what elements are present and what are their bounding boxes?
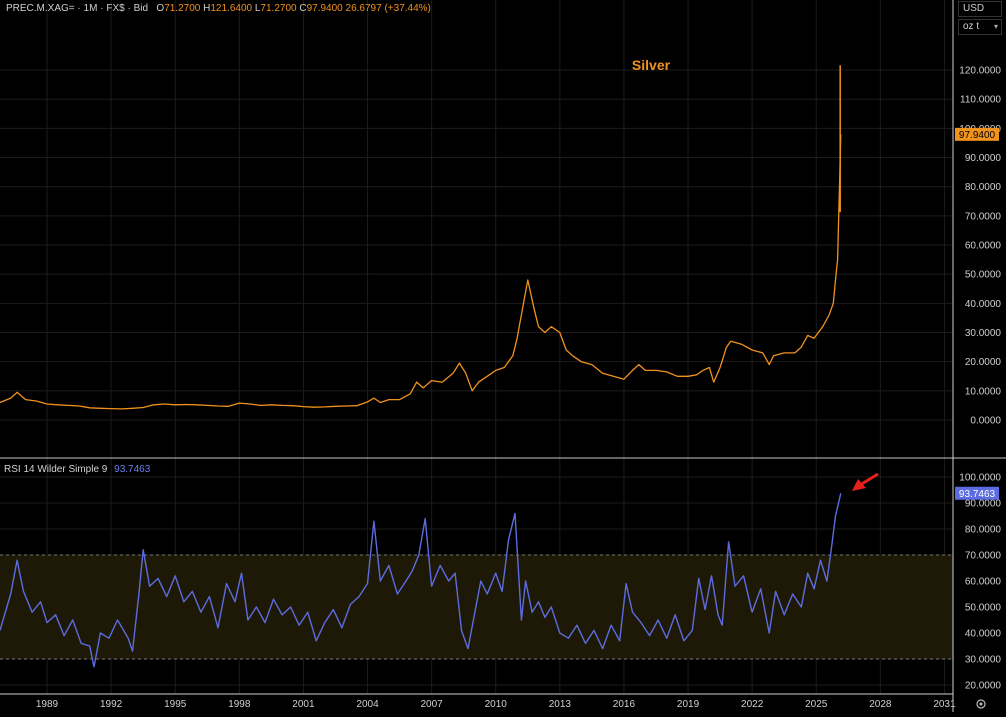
rsi-tick-label: 40.0000: [965, 629, 1002, 640]
rsi-tick-label: 30.0000: [965, 655, 1002, 666]
rsi-tick-label: 70.0000: [965, 551, 1002, 562]
indicator-header[interactable]: RSI 14 Wilder Simple 9 93.7463: [4, 464, 150, 475]
indicator-name[interactable]: RSI 14 Wilder Simple 9: [4, 464, 108, 475]
side-label: Bid: [133, 3, 149, 14]
time-tick-label: 2001: [292, 699, 315, 710]
change-percent: (+37.44%): [384, 3, 431, 14]
time-tick-label: 2022: [741, 699, 764, 710]
price-tick-label: 30.0000: [965, 328, 1002, 339]
last-rsi-label: 93.7463: [955, 486, 999, 500]
last-price-label: 97.9400: [955, 127, 999, 141]
price-series: [0, 65, 842, 410]
price-tick-label: 90.0000: [965, 153, 1002, 164]
time-tick-label: 1992: [100, 699, 123, 710]
low-value: 71.2700: [260, 3, 297, 14]
price-axis-ticks[interactable]: 0.0000 10.0000 20.0000 30.0000 40.0000 50.000…: [959, 66, 1001, 427]
rsi-tick-label: 60.0000: [965, 577, 1002, 588]
price-tick-label: 70.0000: [965, 211, 1002, 222]
rsi-tick-label: 100.0000: [959, 473, 1001, 484]
time-tick-label: 2010: [485, 699, 508, 710]
close-value: 97.9400: [306, 3, 343, 14]
red-arrow-icon: [852, 472, 879, 491]
time-tick-label: 1998: [228, 699, 251, 710]
price-tick-label: 120.0000: [959, 66, 1001, 77]
price-tick-label: 80.0000: [965, 182, 1002, 193]
time-axis-ticks[interactable]: 1989 1992 1995 1998 2001 2004 2007 2010 2013 2016…: [36, 699, 956, 710]
symbol-name[interactable]: PREC.M.XAG=: [6, 3, 75, 14]
price-tick-label: 110.0000: [960, 95, 1001, 106]
unit-selector[interactable]: oz t ▾: [958, 19, 1002, 35]
currency-selector[interactable]: USD: [958, 1, 1002, 17]
price-line: [0, 134, 842, 410]
chevron-down-icon: ▾: [993, 22, 998, 31]
time-tick-label: 2025: [805, 699, 828, 710]
price-tick-label: 10.0000: [965, 386, 1002, 397]
price-tick-label: 40.0000: [965, 299, 1002, 310]
time-tick-label: 2028: [869, 699, 892, 710]
rsi-tick-label: 50.0000: [965, 603, 1002, 614]
rsi-band-lines: [0, 554, 953, 660]
time-tick-label: 1995: [164, 699, 187, 710]
price-tick-label: 50.0000: [965, 270, 1002, 281]
open-value: 71.2700: [164, 3, 201, 14]
price-tick-label: 0.0000: [970, 416, 1001, 427]
interval-label[interactable]: 1M: [83, 3, 98, 14]
rsi-tick-label: 90.0000: [965, 499, 1002, 510]
source-label: FX$: [106, 3, 125, 14]
change-value: 26.6797: [345, 3, 382, 14]
time-tick-label: 2007: [421, 699, 444, 710]
indicator-value: 93.7463: [114, 464, 151, 475]
settings-icon[interactable]: [976, 699, 986, 709]
rsi-line: [0, 493, 842, 668]
time-tick-label: 2016: [613, 699, 636, 710]
price-tick-label: 20.0000: [965, 357, 1002, 368]
rsi-tick-label: 80.0000: [965, 525, 1002, 536]
svg-text:93.7463: 93.7463: [959, 489, 996, 500]
currency-label: USD: [963, 3, 985, 14]
svg-text:97.9400: 97.9400: [959, 130, 996, 141]
high-value: 121.6400: [210, 3, 253, 14]
unit-label: oz t: [963, 21, 980, 32]
time-tick-label: 1989: [36, 699, 59, 710]
time-tick-label: 2019: [677, 699, 700, 710]
time-tick-label: 2004: [356, 699, 379, 710]
price-tick-label: 60.0000: [965, 241, 1002, 252]
rsi-series: [0, 493, 842, 668]
time-tick-label: 2031: [933, 699, 956, 710]
rsi-axis-ticks[interactable]: 20.0000 30.0000 40.0000 50.0000 60.0000 70.00…: [959, 473, 1001, 692]
chart-title: Silver: [632, 57, 671, 73]
symbol-header: PREC.M.XAG= · 1M · FX$ · Bid O71.2700 H1…: [6, 3, 431, 14]
time-tick-label: 2013: [549, 699, 572, 710]
rsi-tick-label: 20.0000: [965, 681, 1002, 692]
